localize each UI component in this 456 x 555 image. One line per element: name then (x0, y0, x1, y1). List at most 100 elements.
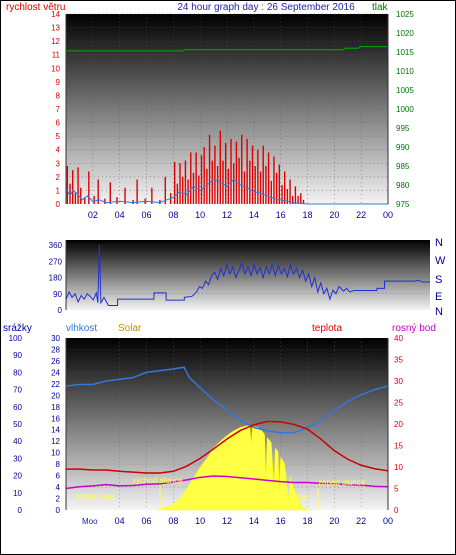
temperature-y-tick: 30 (394, 377, 403, 386)
compass-tick: E (435, 291, 442, 303)
wind-y-tick: 14 (51, 10, 60, 19)
temperature-y-ticks: 0 5 10 15 20 25 30 35 40 (394, 334, 403, 515)
temperature-y-tick: 10 (394, 463, 403, 472)
wind-y-tick: 9 (56, 78, 61, 87)
solar-series (157, 424, 312, 511)
rain-y-tick: 100 (9, 334, 23, 343)
wind-direction-line (65, 244, 430, 306)
solar-y-tick: 26 (51, 357, 60, 366)
climate-x-tick: 00 (383, 516, 393, 526)
wind-y-tick: 2 (56, 173, 61, 182)
compass-tick: N (435, 237, 443, 249)
temperature-series (66, 420, 389, 474)
climate-x-tick: 22 (356, 516, 366, 526)
wind-gridlines (66, 13, 389, 204)
humidity-line (65, 366, 389, 434)
temperature-y-tick: 0 (394, 506, 399, 515)
humidity-series (65, 366, 389, 434)
wind-y-tick: 11 (52, 51, 61, 60)
direction-y-tick: 90 (53, 290, 62, 299)
pressure-y-tick: 1025 (396, 10, 414, 19)
pressure-y-tick: 975 (396, 200, 410, 209)
wind-y-tick: 5 (56, 132, 61, 141)
climate-x-tick: 12 (222, 516, 232, 526)
dew-point-label: rosný bod (392, 323, 436, 334)
wind-x-tick: 18 (302, 210, 312, 220)
temperature-y-tick: 40 (394, 334, 403, 343)
wind-x-tick: 10 (195, 210, 205, 220)
pressure-y-tick: 1015 (396, 48, 414, 57)
wind-x-tick: 22 (356, 210, 366, 220)
wind-y-tick: 4 (56, 146, 61, 155)
wind-x-tick: 06 (141, 210, 151, 220)
pressure-y-tick: 1005 (396, 86, 414, 95)
temperature-y-tick: 15 (394, 442, 403, 451)
climate-x-tick: 14 (249, 516, 259, 526)
wind-y-tick: 0 (56, 200, 61, 209)
wind-x-tick: 14 (249, 210, 259, 220)
wind-x-tick: 20 (329, 210, 339, 220)
rain-label: srážky (3, 323, 32, 334)
rain-y-tick: 40 (13, 437, 22, 446)
left-title-wind: rychlost větru (6, 2, 65, 13)
dew-point-line (65, 475, 389, 490)
pressure-y-tick: 980 (396, 181, 410, 190)
solar-y-tick: 8 (56, 460, 61, 469)
sunset-annotation: západ slunce (318, 478, 366, 487)
temperature-y-tick: 20 (394, 420, 403, 429)
solar-y-tick: 0 (56, 506, 61, 515)
temperature-y-tick: 25 (394, 399, 403, 408)
rain-y-tick: 10 (13, 489, 22, 498)
temperature-label: teplota (312, 323, 342, 334)
solar-y-tick: 10 (51, 449, 60, 458)
wind-y-tick: 12 (51, 37, 60, 46)
moon-tick-label: Moo (82, 517, 98, 526)
wind-average-line (65, 178, 388, 205)
wind-x-ticks: 02 04 06 08 10 12 14 16 18 20 22 00 (88, 210, 393, 220)
wind-direction-series (65, 244, 430, 306)
rain-y-ticks: 0 10 20 30 40 50 60 70 80 90 100 (9, 334, 23, 515)
solar-y-tick: 6 (56, 472, 61, 481)
solar-y-tick: 18 (51, 403, 60, 412)
solar-y-tick: 28 (51, 345, 60, 354)
temperature-y-tick: 5 (394, 485, 399, 494)
solar-y-tick: 20 (51, 391, 60, 400)
solar-y-tick: 2 (56, 495, 61, 504)
rain-y-tick: 70 (13, 386, 22, 395)
rain-y-tick: 20 (13, 472, 22, 481)
solar-y-tick: 12 (51, 437, 60, 446)
solar-y-tick: 30 (51, 334, 60, 343)
climate-x-tick: 20 (329, 516, 339, 526)
wind-y-tick: 6 (56, 119, 61, 128)
solar-y-tick: 22 (51, 380, 60, 389)
solar-area (157, 424, 312, 511)
climate-x-tick: 16 (276, 516, 286, 526)
direction-gridlines (66, 244, 430, 294)
direction-y-tick: 180 (49, 274, 63, 283)
wind-y-tick: 10 (51, 64, 60, 73)
temperature-line (66, 420, 389, 474)
pressure-y-tick: 1000 (396, 105, 414, 114)
wind-x-tick: 08 (168, 210, 178, 220)
rain-y-tick: 50 (13, 420, 22, 429)
wind-x-tick: 12 (222, 210, 232, 220)
humidity-label: vlhkost (66, 323, 97, 334)
wind-x-tick: 04 (115, 210, 125, 220)
moonrise-annotation: Moon Rise (76, 492, 115, 501)
pressure-line (66, 46, 388, 52)
direction-y-tick: 270 (49, 257, 63, 266)
right-title-pressure: tlak (372, 2, 389, 13)
moonset-annotation: Moon Set (274, 493, 309, 502)
solar-y-tick: 4 (56, 483, 61, 492)
chart-title: 24 hour graph day : 26 September 2016 (177, 2, 355, 13)
direction-y-ticks: 0 90 180 270 360 (49, 241, 63, 315)
direction-plot-area (66, 240, 430, 310)
dew-point-series (65, 475, 389, 490)
wind-x-tick: 16 (276, 210, 286, 220)
solar-y-tick: 14 (51, 426, 60, 435)
wind-y-tick: 1 (56, 186, 61, 195)
